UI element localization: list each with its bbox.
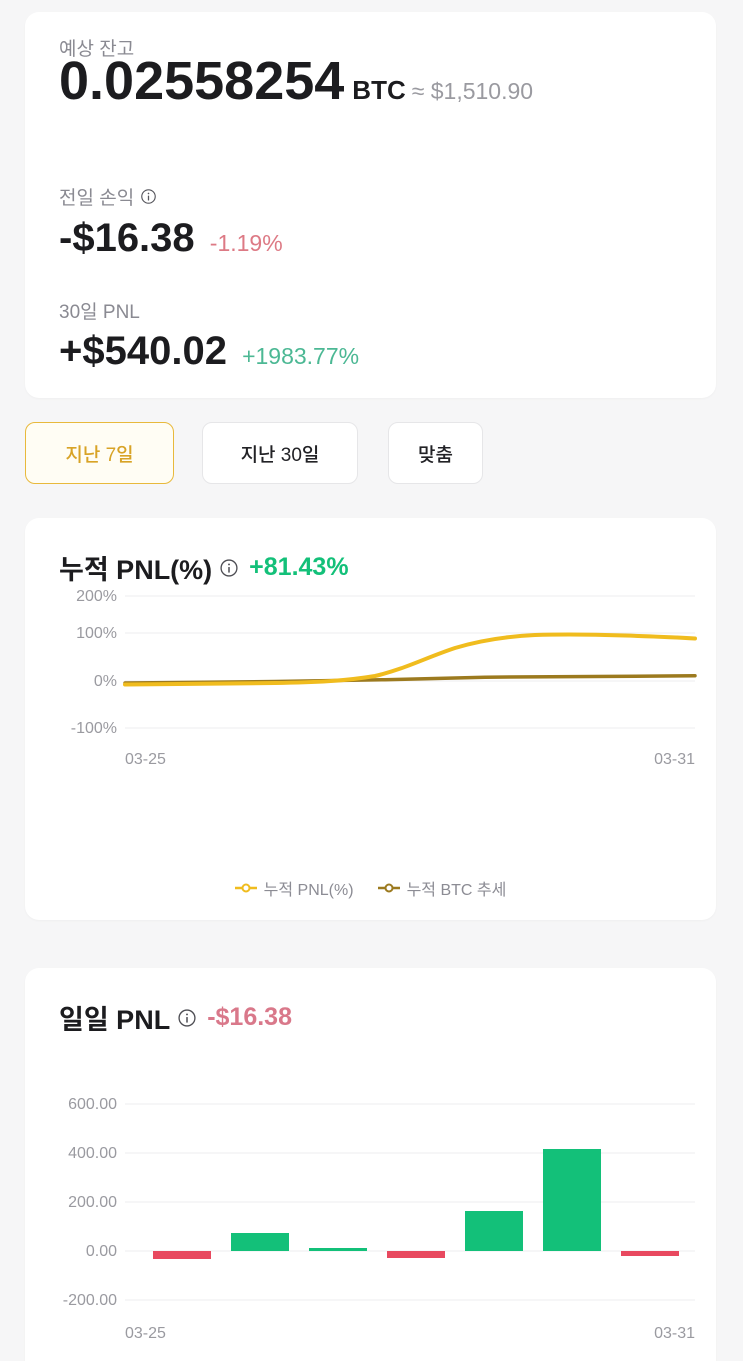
- svg-text:-200.00: -200.00: [63, 1292, 117, 1309]
- svg-text:03-25: 03-25: [125, 751, 166, 768]
- svg-text:100%: 100%: [76, 625, 117, 642]
- svg-text:600.00: 600.00: [68, 1096, 117, 1113]
- svg-text:03-31: 03-31: [654, 751, 695, 768]
- svg-text:-100%: -100%: [71, 720, 117, 737]
- svg-text:03-25: 03-25: [125, 1325, 166, 1342]
- svg-text:400.00: 400.00: [68, 1145, 117, 1162]
- svg-text:0%: 0%: [94, 673, 117, 690]
- svg-text:200.00: 200.00: [68, 1194, 117, 1211]
- svg-text:200%: 200%: [76, 588, 117, 605]
- svg-text:03-31: 03-31: [654, 1325, 695, 1342]
- svg-text:0.00: 0.00: [86, 1243, 117, 1260]
